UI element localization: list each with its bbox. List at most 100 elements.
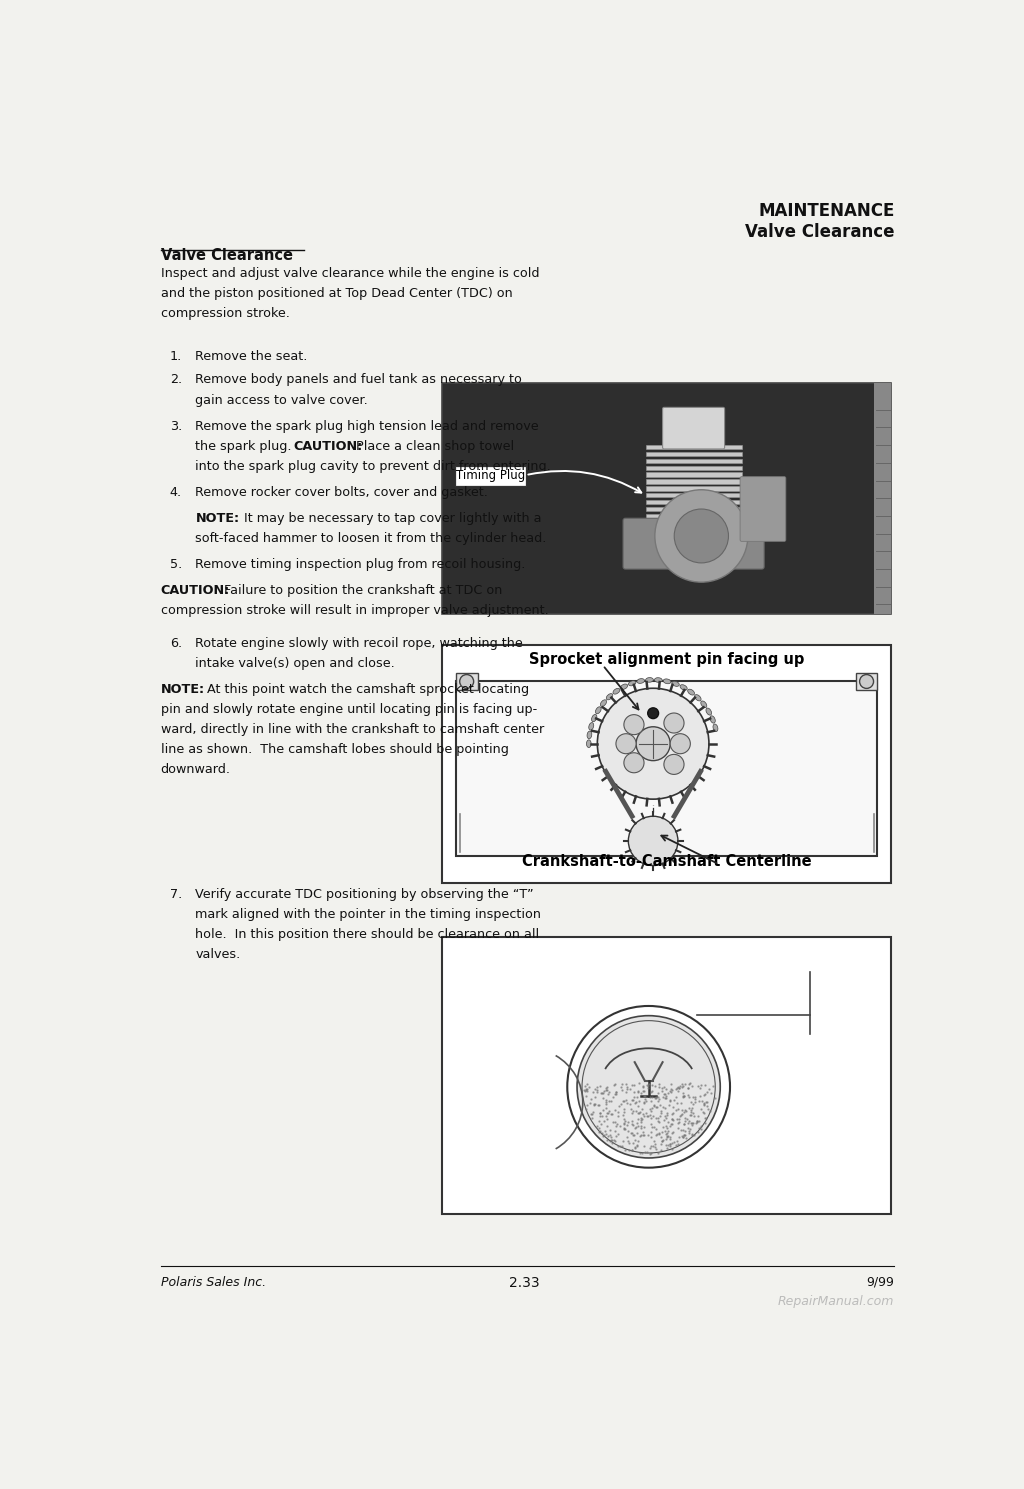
Point (677, 1106, 693, 1130)
Ellipse shape (713, 724, 718, 731)
Point (654, 1120, 671, 1144)
Point (607, 1081, 624, 1105)
Point (602, 1129, 618, 1152)
Point (665, 1121, 681, 1145)
Point (634, 1108, 650, 1132)
Point (650, 1121, 667, 1145)
Point (659, 1120, 676, 1144)
Point (696, 1074, 713, 1097)
Point (662, 1114, 678, 1138)
Text: 3.: 3. (170, 420, 182, 433)
Point (670, 1078, 686, 1102)
Point (662, 1088, 678, 1112)
Ellipse shape (596, 707, 601, 713)
Point (622, 1091, 638, 1115)
Point (650, 1088, 667, 1112)
Point (633, 1123, 649, 1147)
Point (647, 1133, 664, 1157)
Point (674, 1124, 690, 1148)
Point (615, 1103, 632, 1127)
Point (687, 1090, 703, 1114)
Point (646, 1115, 663, 1139)
Point (636, 1090, 652, 1114)
Point (607, 1129, 624, 1152)
Text: 9/99: 9/99 (866, 1276, 895, 1289)
Point (665, 1108, 681, 1132)
Point (645, 1105, 662, 1129)
Point (651, 1093, 668, 1117)
Point (671, 1109, 687, 1133)
Point (587, 1085, 603, 1109)
Point (647, 1087, 664, 1111)
Point (663, 1135, 679, 1158)
Point (592, 1100, 608, 1124)
Point (675, 1085, 691, 1109)
Point (659, 1081, 676, 1105)
Point (635, 1102, 651, 1126)
Point (598, 1090, 614, 1114)
Point (641, 1085, 657, 1109)
Point (629, 1121, 645, 1145)
Point (602, 1088, 618, 1112)
Point (596, 1109, 612, 1133)
Text: Rotate engine slowly with recoil rope, watching the: Rotate engine slowly with recoil rope, w… (196, 637, 523, 649)
Point (649, 1141, 666, 1164)
Point (651, 1075, 668, 1099)
Point (679, 1108, 695, 1132)
Point (611, 1094, 628, 1118)
Point (699, 1094, 716, 1118)
Ellipse shape (587, 731, 592, 739)
Circle shape (460, 675, 474, 688)
Point (600, 1099, 616, 1123)
FancyBboxPatch shape (623, 518, 764, 569)
Point (614, 1072, 631, 1096)
Point (596, 1123, 612, 1147)
FancyBboxPatch shape (740, 476, 785, 542)
Point (613, 1135, 630, 1158)
Point (685, 1093, 701, 1117)
Point (663, 1072, 679, 1096)
Point (630, 1106, 646, 1130)
Point (659, 1124, 676, 1148)
Point (666, 1120, 682, 1144)
Text: Verify accurate TDC positioning by observing the “T”: Verify accurate TDC positioning by obser… (196, 887, 535, 901)
Point (686, 1085, 702, 1109)
Point (627, 1090, 643, 1114)
Point (696, 1091, 713, 1115)
Point (625, 1099, 641, 1123)
FancyBboxPatch shape (645, 472, 741, 476)
Point (670, 1075, 686, 1099)
Text: soft-faced hammer to loosen it from the cylinder head.: soft-faced hammer to loosen it from the … (196, 532, 547, 545)
Point (586, 1093, 602, 1117)
Point (624, 1088, 640, 1112)
Text: Polaris Sales Inc.: Polaris Sales Inc. (161, 1276, 265, 1289)
Point (670, 1111, 686, 1135)
Text: line as shown.  The camshaft lobes should be pointing: line as shown. The camshaft lobes should… (161, 743, 509, 756)
Point (594, 1121, 610, 1145)
Point (653, 1132, 670, 1155)
Point (651, 1109, 668, 1133)
Point (665, 1138, 681, 1161)
Point (657, 1077, 674, 1100)
Text: hole.  In this position there should be clearance on all: hole. In this position there should be c… (196, 928, 540, 941)
Point (635, 1123, 651, 1147)
Point (631, 1072, 647, 1096)
Point (587, 1093, 603, 1117)
Point (664, 1112, 680, 1136)
Text: Place a clean shop towel: Place a clean shop towel (348, 439, 514, 453)
Point (664, 1132, 680, 1155)
Point (657, 1106, 674, 1130)
Point (676, 1084, 692, 1108)
Point (599, 1127, 615, 1151)
Point (651, 1103, 668, 1127)
Ellipse shape (710, 716, 716, 724)
Point (644, 1085, 660, 1109)
Point (652, 1102, 669, 1126)
Text: the spark plug.: the spark plug. (196, 439, 300, 453)
Point (669, 1091, 685, 1115)
Point (607, 1120, 624, 1144)
Point (608, 1080, 625, 1103)
Point (615, 1106, 632, 1130)
Point (626, 1072, 642, 1096)
Point (618, 1091, 635, 1115)
